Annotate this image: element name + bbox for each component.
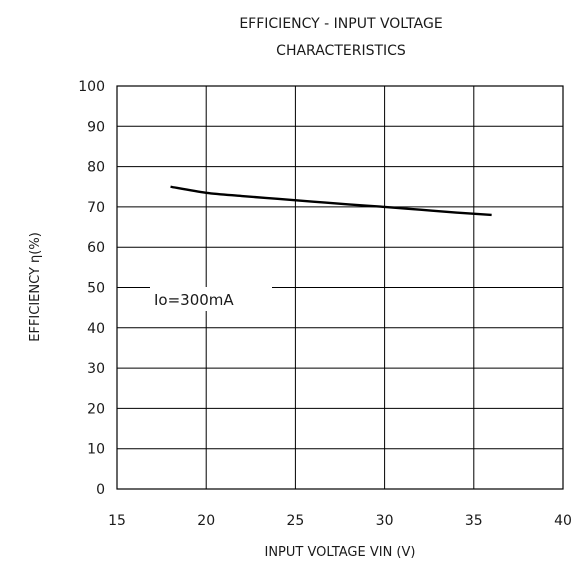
x-tick-label: 35 xyxy=(465,513,483,529)
x-tick-label: 15 xyxy=(108,513,126,529)
x-axis-label: INPUT VOLTAGE VIN (V) xyxy=(265,545,416,560)
y-tick-label: 70 xyxy=(87,200,105,216)
y-tick-label: 20 xyxy=(87,401,105,417)
y-tick-label: 80 xyxy=(87,160,105,176)
y-tick-label: 90 xyxy=(87,119,105,135)
annotation-bg xyxy=(150,287,272,311)
x-tick-label: 40 xyxy=(554,513,572,529)
y-tick-labels: 0 10 20 30 40 50 60 70 80 90 100 xyxy=(78,79,105,498)
y-tick-label: 100 xyxy=(78,79,105,95)
y-tick-label: 0 xyxy=(96,482,105,498)
series-line xyxy=(170,185,492,217)
x-tick-label: 20 xyxy=(197,513,215,529)
annotation-label: Io=300mA xyxy=(154,291,234,309)
y-tick-label: 30 xyxy=(87,361,105,377)
chart-title-line2: CHARACTERISTICS xyxy=(276,43,406,59)
y-axis-label: EFFICIENCY η(%) xyxy=(28,232,43,342)
chart-title-line1: EFFICIENCY - INPUT VOLTAGE xyxy=(239,16,442,32)
y-tick-label: 60 xyxy=(87,240,105,256)
x-tick-label: 30 xyxy=(376,513,394,529)
x-tick-label: 25 xyxy=(286,513,304,529)
y-tick-label: 50 xyxy=(87,281,105,297)
x-tick-labels: 15 20 25 30 35 40 xyxy=(108,513,572,529)
plot-frame xyxy=(116,85,564,490)
y-tick-label: 10 xyxy=(87,442,105,458)
y-tick-label: 40 xyxy=(87,321,105,337)
